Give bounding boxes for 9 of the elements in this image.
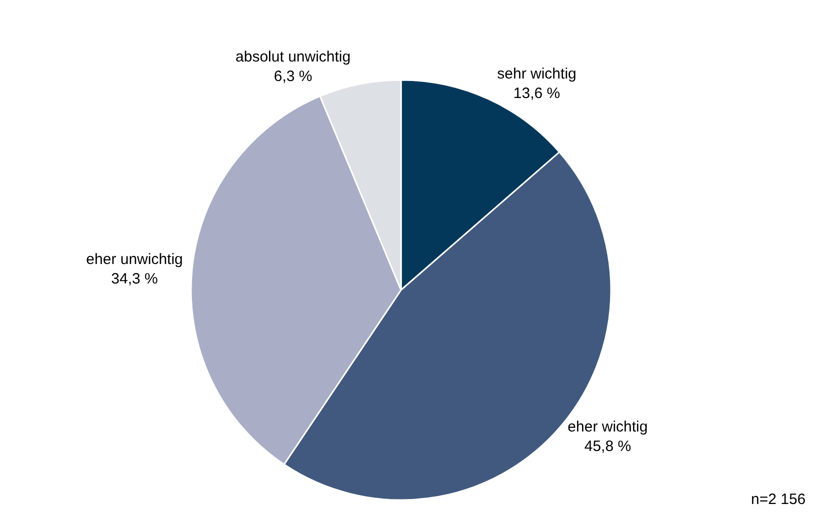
slice-label: absolut unwichtig	[236, 48, 351, 66]
data-label: 34,3 %	[111, 270, 158, 288]
slice-label: sehr wichtig	[497, 66, 576, 83]
data-label: 6,3 %	[274, 68, 312, 85]
slice-label: eher wichtig	[568, 418, 648, 436]
data-label: 13,6 %	[513, 85, 560, 102]
text: n=2 156	[751, 491, 806, 508]
slice-label: eher unwichtig	[86, 251, 183, 268]
data-label: 45,8 %	[584, 438, 632, 456]
